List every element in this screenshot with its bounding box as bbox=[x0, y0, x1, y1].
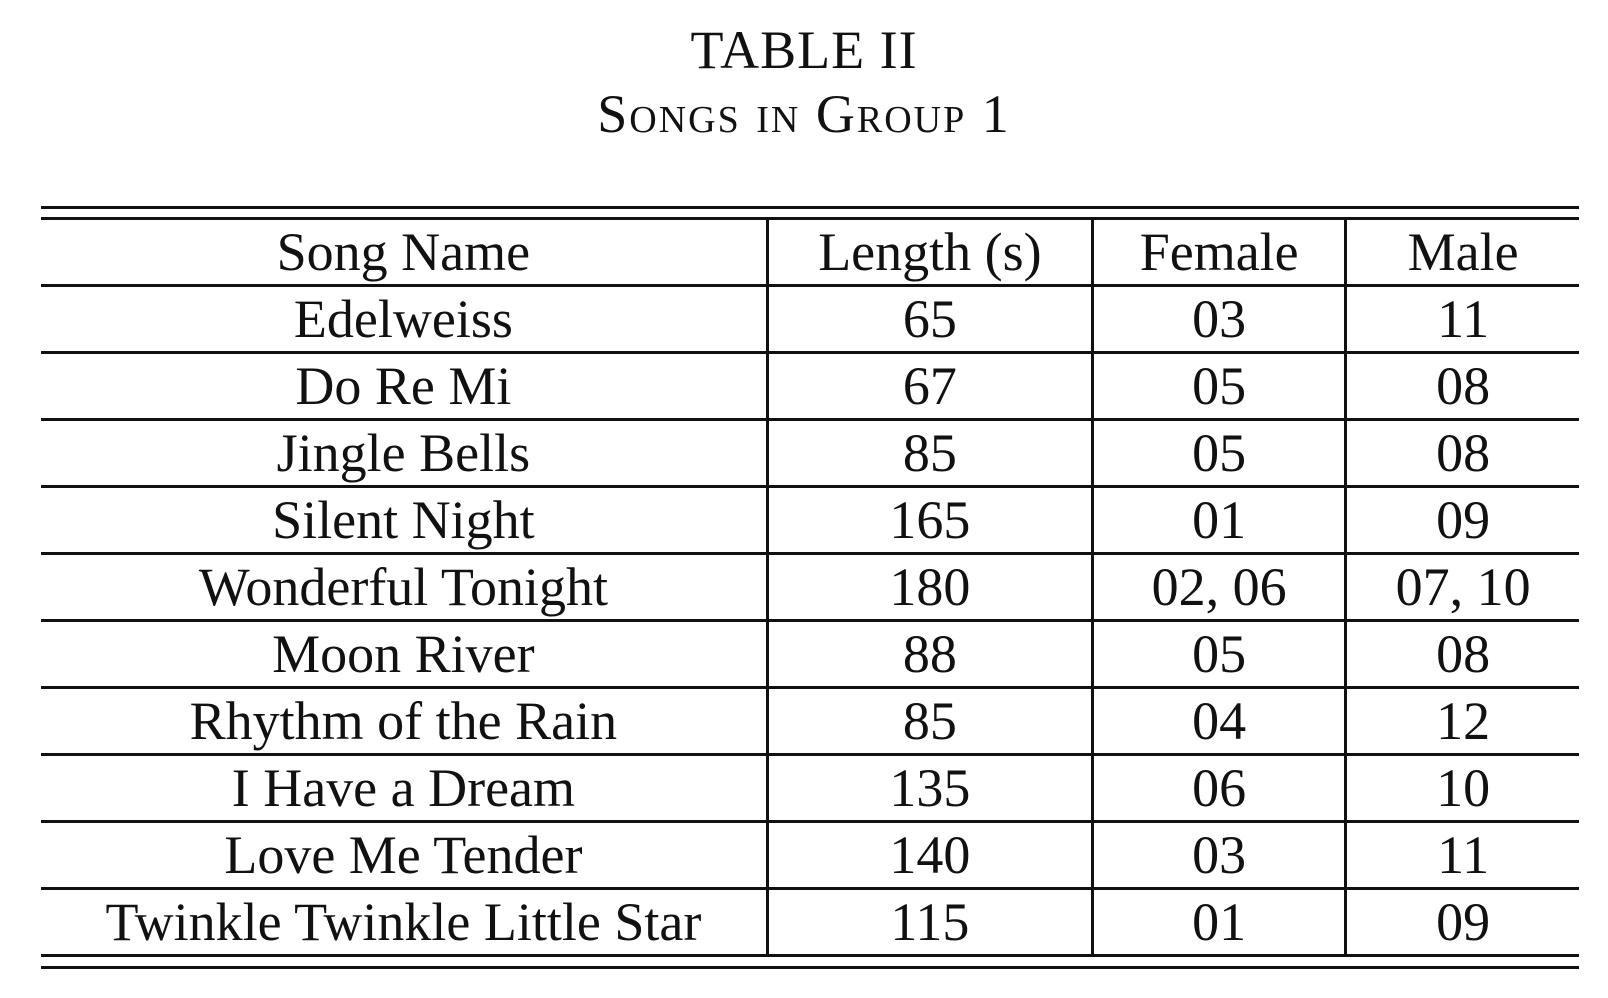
table-top-rule bbox=[41, 206, 1579, 220]
cell-length: 85 bbox=[767, 418, 1095, 487]
table-title: Songs in Group 1 bbox=[597, 84, 1011, 144]
cell-male: 12 bbox=[1345, 686, 1579, 755]
cell-female: 03 bbox=[1092, 284, 1348, 353]
cell-male: 08 bbox=[1345, 418, 1579, 487]
cell-female: 01 bbox=[1092, 887, 1348, 954]
cell-song-name: Silent Night bbox=[41, 485, 769, 554]
cell-male: 08 bbox=[1345, 619, 1579, 688]
table-row: Rhythm of the Rain 85 04 12 bbox=[41, 686, 1579, 755]
table-row: Wonderful Tonight 180 02, 06 07, 10 bbox=[41, 552, 1579, 621]
cell-song-name: Moon River bbox=[41, 619, 769, 688]
cell-song-name: Rhythm of the Rain bbox=[41, 686, 769, 755]
table-number: TABLE II bbox=[690, 20, 918, 80]
cell-song-name: Love Me Tender bbox=[41, 820, 769, 889]
table-row: Moon River 88 05 08 bbox=[41, 619, 1579, 688]
table-row: Silent Night 165 01 09 bbox=[41, 485, 1579, 554]
table-row: Twinkle Twinkle Little Star 115 01 09 bbox=[41, 887, 1579, 954]
cell-female: 03 bbox=[1092, 820, 1348, 889]
cell-female: 02, 06 bbox=[1092, 552, 1348, 621]
cell-male: 07, 10 bbox=[1345, 552, 1579, 621]
cell-female: 05 bbox=[1092, 351, 1348, 420]
cell-length: 180 bbox=[767, 552, 1095, 621]
cell-length: 135 bbox=[767, 753, 1095, 822]
cell-length: 140 bbox=[767, 820, 1095, 889]
table-row: I Have a Dream 135 06 10 bbox=[41, 753, 1579, 822]
cell-length: 115 bbox=[767, 887, 1095, 954]
cell-song-name: Jingle Bells bbox=[41, 418, 769, 487]
cell-male: 11 bbox=[1345, 820, 1579, 889]
cell-male: 08 bbox=[1345, 351, 1579, 420]
cell-song-name: Wonderful Tonight bbox=[41, 552, 769, 621]
cell-male: 11 bbox=[1345, 284, 1579, 353]
cell-female: 05 bbox=[1092, 619, 1348, 688]
table-row: Jingle Bells 85 05 08 bbox=[41, 418, 1579, 487]
cell-female: 05 bbox=[1092, 418, 1348, 487]
cell-song-name: Edelweiss bbox=[41, 284, 769, 353]
cell-song-name: Do Re Mi bbox=[41, 351, 769, 420]
table-row: Edelweiss 65 03 11 bbox=[41, 284, 1579, 353]
cell-length: 85 bbox=[767, 686, 1095, 755]
table-row: Love Me Tender 140 03 11 bbox=[41, 820, 1579, 889]
cell-length: 67 bbox=[767, 351, 1095, 420]
cell-length: 65 bbox=[767, 284, 1095, 353]
cell-song-name: I Have a Dream bbox=[41, 753, 769, 822]
cell-male: 09 bbox=[1345, 485, 1579, 554]
table-row: Do Re Mi 67 05 08 bbox=[41, 351, 1579, 420]
cell-length: 165 bbox=[767, 485, 1095, 554]
cell-female: 06 bbox=[1092, 753, 1348, 822]
cell-male: 09 bbox=[1345, 887, 1579, 954]
cell-female: 04 bbox=[1092, 686, 1348, 755]
header-female: Female bbox=[1092, 220, 1348, 286]
cell-length: 88 bbox=[767, 619, 1095, 688]
header-song-name: Song Name bbox=[41, 220, 769, 286]
songs-table: Song Name Length (s) Female Male Edelwei… bbox=[41, 206, 1579, 969]
table-header-row: Song Name Length (s) Female Male bbox=[41, 220, 1579, 286]
header-male: Male bbox=[1407, 222, 1519, 282]
cell-female: 01 bbox=[1092, 485, 1348, 554]
header-length: Length (s) bbox=[767, 220, 1095, 286]
cell-male: 10 bbox=[1345, 753, 1579, 822]
cell-song-name: Twinkle Twinkle Little Star bbox=[41, 887, 769, 954]
table-bottom-rule bbox=[41, 954, 1579, 969]
